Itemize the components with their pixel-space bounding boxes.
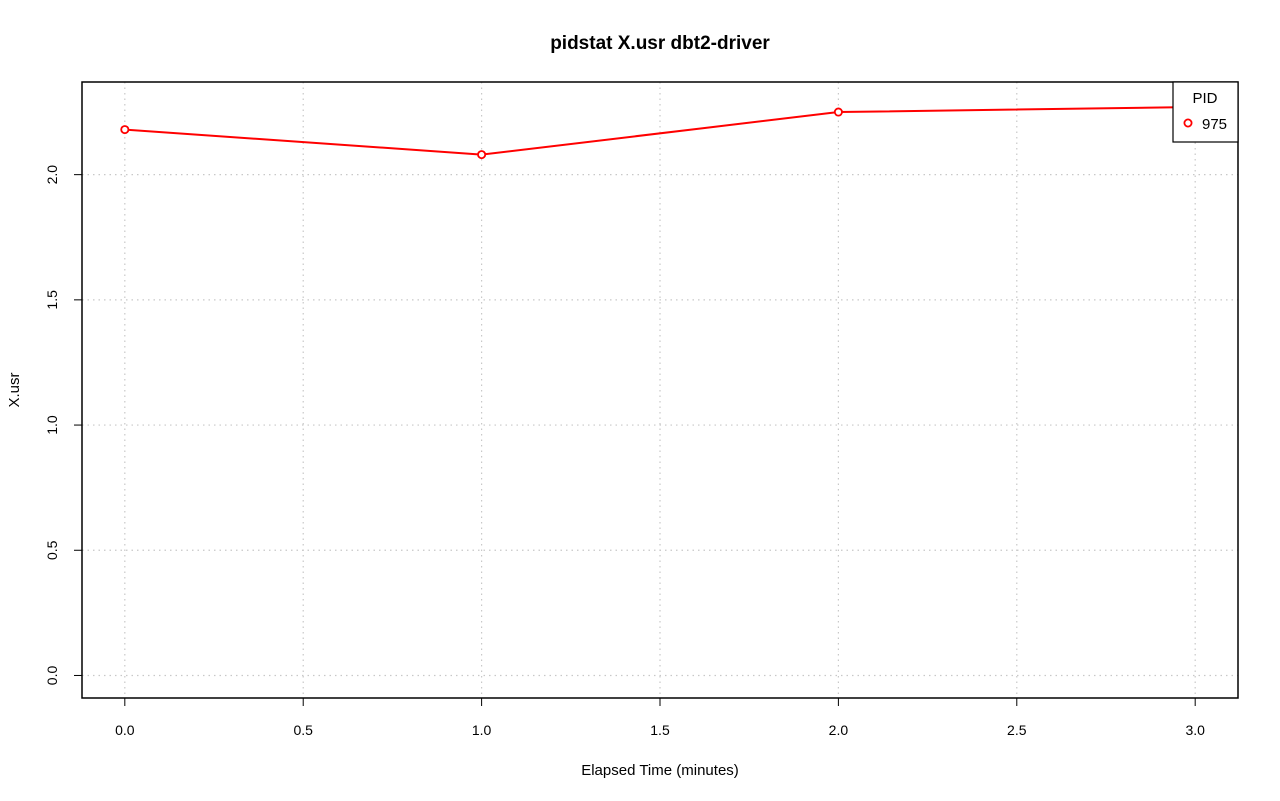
y-axis-label: X.usr [6, 372, 23, 407]
data-point [833, 107, 843, 117]
y-tick-label: 0.0 [44, 666, 60, 686]
x-tick-label: 3.0 [1185, 722, 1205, 738]
x-tick-label: 0.5 [293, 722, 313, 738]
x-tick-label: 1.0 [472, 722, 492, 738]
y-tick-label: 2.0 [44, 165, 60, 185]
y-tick-label: 1.0 [44, 415, 60, 435]
x-tick-label: 1.5 [650, 722, 670, 738]
x-tick-label: 2.5 [1007, 722, 1027, 738]
x-axis: 0.0 0.5 1.0 1.5 2.0 2.5 3.0 [115, 698, 1205, 738]
series-layer [120, 102, 1200, 160]
chart-title: pidstat X.usr dbt2-driver [550, 33, 770, 54]
x-tick-label: 0.0 [115, 722, 135, 738]
x-axis-label: Elapsed Time (minutes) [581, 762, 739, 779]
x-tick-label: 2.0 [829, 722, 849, 738]
y-tick-label: 1.5 [44, 290, 60, 310]
data-point [120, 125, 130, 135]
legend-title: PID [1192, 90, 1217, 107]
legend: PID 975 [1172, 81, 1239, 143]
y-axis: 0.0 0.5 1.0 1.5 2.0 [44, 165, 82, 685]
data-point [477, 150, 487, 160]
grid [82, 82, 1238, 698]
legend-box [1172, 81, 1239, 143]
y-tick-label: 0.5 [44, 540, 60, 560]
legend-marker-975 [1183, 118, 1193, 128]
legend-label-975: 975 [1202, 116, 1227, 133]
series-line-975 [124, 106, 1196, 156]
